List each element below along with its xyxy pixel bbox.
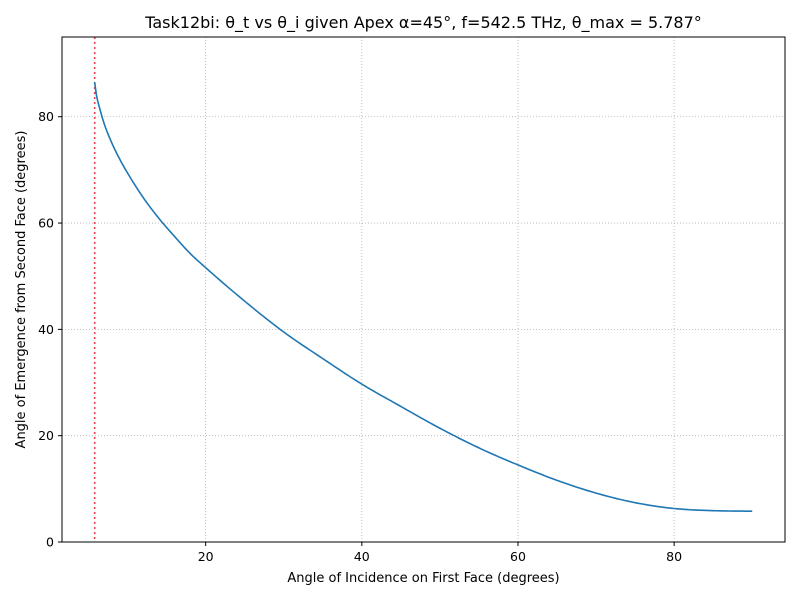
y-tick-label: 20 bbox=[38, 428, 54, 443]
axis-ticks: 20 40 60 80 0 20 40 60 80 bbox=[38, 109, 682, 564]
x-axis-label: Angle of Incidence on First Face (degree… bbox=[287, 571, 559, 586]
y-tick-label: 40 bbox=[38, 322, 54, 337]
y-tick-label: 80 bbox=[38, 109, 54, 124]
y-axis-label: Angle of Emergence from Second Face (deg… bbox=[14, 131, 29, 449]
x-tick-label: 60 bbox=[510, 549, 526, 564]
chart-title: Task12bi: θ_t vs θ_i given Apex α=45°, f… bbox=[144, 13, 702, 33]
x-tick-label: 20 bbox=[198, 549, 214, 564]
series-line bbox=[93, 82, 753, 513]
plot-area bbox=[93, 37, 753, 542]
y-tick-label: 0 bbox=[46, 535, 54, 550]
axes-frame bbox=[61, 36, 786, 543]
x-tick-label: 80 bbox=[666, 549, 682, 564]
x-tick-label: 40 bbox=[354, 549, 370, 564]
y-tick-label: 60 bbox=[38, 216, 54, 231]
